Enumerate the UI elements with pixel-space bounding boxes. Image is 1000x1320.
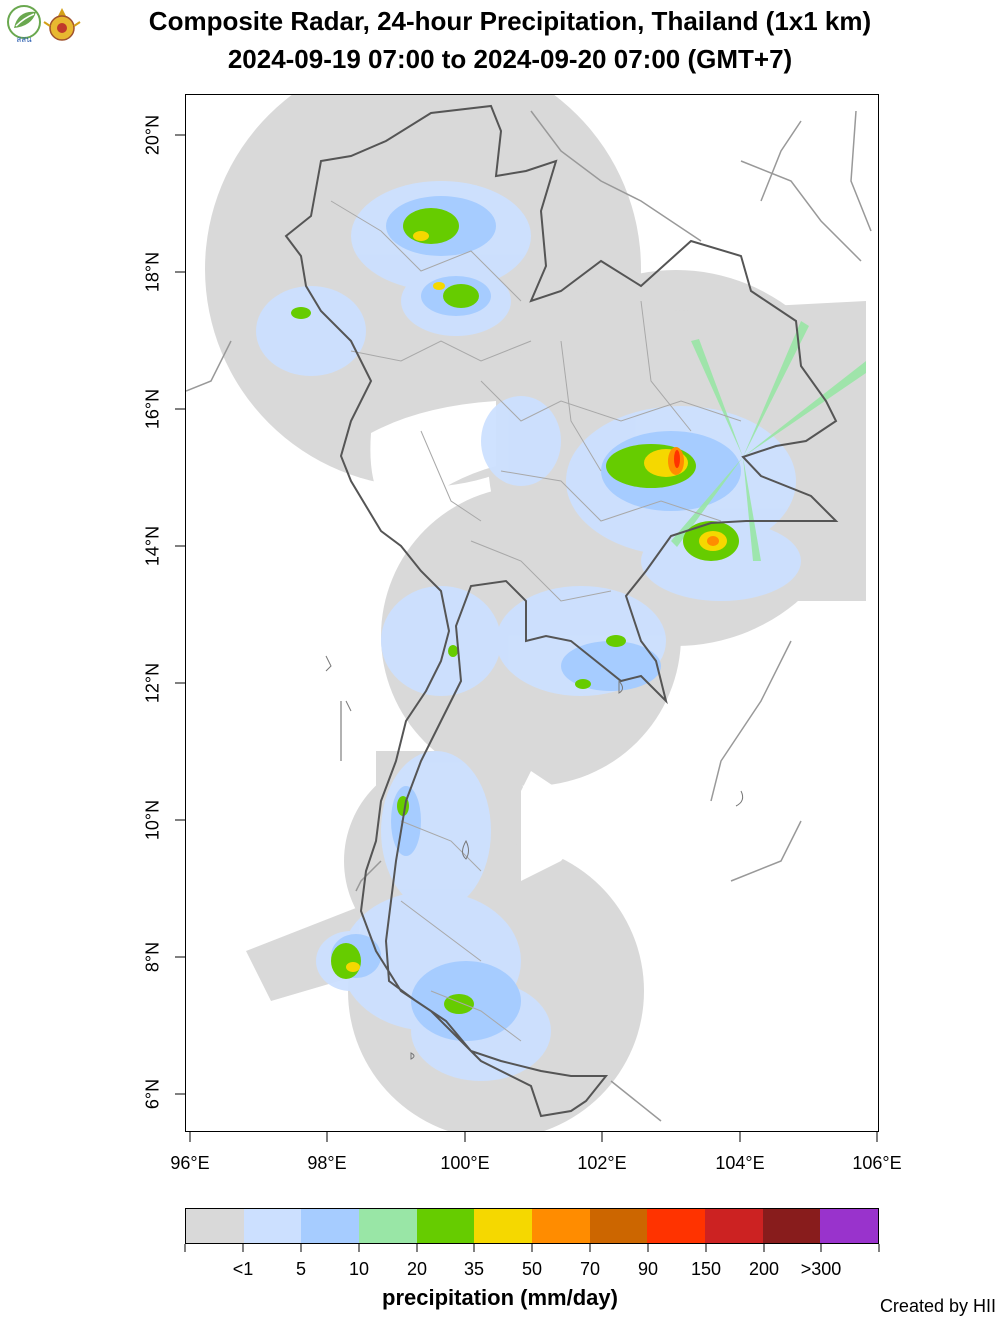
legend-color-cell (647, 1209, 706, 1243)
y-tick-label: 10°N (142, 799, 163, 841)
legend-color-cell (474, 1209, 533, 1243)
legend-color-cell (186, 1209, 244, 1243)
radar-map (185, 94, 879, 1132)
legend-label: <1 (232, 1259, 254, 1279)
legend-label: 50 (521, 1259, 543, 1279)
logo-text: สสน (16, 35, 32, 44)
x-tick-label: 106°E (852, 1153, 902, 1173)
legend-color-cell (243, 1209, 302, 1243)
legend-color-cell (532, 1209, 590, 1243)
y-tick-label: 6°N (142, 1078, 163, 1110)
legend-title: precipitation (mm/day) (382, 1285, 618, 1310)
y-tick-label: 8°N (142, 941, 163, 973)
legend-color-cell (301, 1209, 360, 1243)
x-tick-label: 102°E (577, 1153, 627, 1173)
y-tick-label: 20°N (142, 114, 163, 156)
legend-label: 35 (463, 1259, 485, 1279)
precip-heavy (346, 231, 727, 972)
legend-color-cell (359, 1209, 417, 1243)
legend-color-cell (762, 1209, 821, 1243)
legend-color-cell (416, 1209, 475, 1243)
radar-streaks (671, 321, 866, 561)
y-tick-label: 14°N (142, 525, 163, 567)
y-tick-label: 16°N (142, 388, 163, 430)
legend-label: 5 (295, 1259, 307, 1279)
x-tick-label: 96°E (170, 1153, 210, 1173)
legend-colorbar (185, 1208, 879, 1244)
legend-label: 10 (348, 1259, 370, 1279)
thailand-border (284, 104, 839, 1118)
royal-emblem-icon (43, 8, 81, 41)
legend-label: 70 (579, 1259, 601, 1279)
province-borders (330, 200, 742, 1042)
legend-color-cell (705, 1209, 763, 1243)
legend-label: 200 (748, 1259, 780, 1279)
leaf-logo-icon (7, 5, 41, 39)
legend-label: >300 (800, 1259, 842, 1279)
islands (325, 655, 744, 1060)
legend-label: 20 (406, 1259, 428, 1279)
y-tick-label: 12°N (142, 662, 163, 704)
chart-title: Composite Radar, 24-hour Precipitation, … (148, 6, 872, 36)
x-tick-label: 104°E (715, 1153, 765, 1173)
legend-label: 90 (637, 1259, 659, 1279)
chart-subtitle: 2024-09-19 07:00 to 2024-09-20 07:00 (GM… (227, 44, 793, 74)
legend-label: 150 (690, 1259, 722, 1279)
x-tick-label: 100°E (440, 1153, 490, 1173)
logos: สสน (4, 2, 84, 46)
y-tick-label: 18°N (142, 251, 163, 293)
legend-color-cell (820, 1209, 879, 1243)
legend-color-cell (589, 1209, 648, 1243)
credit-text: Created by HII (879, 1296, 996, 1316)
neighbor-borders (186, 110, 872, 1122)
x-tick-label: 98°E (307, 1153, 347, 1173)
